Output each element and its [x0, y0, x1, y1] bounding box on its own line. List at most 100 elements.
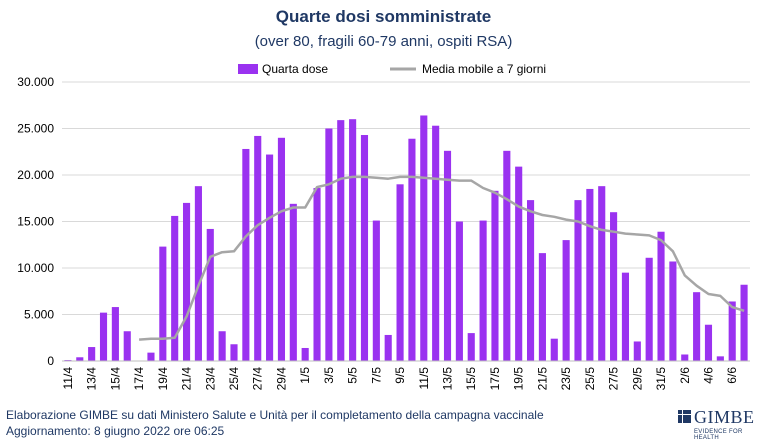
x-tick-label: 15/4 — [108, 367, 122, 391]
x-tick-label: 1/5 — [298, 367, 312, 384]
bar-2-6 — [681, 354, 689, 361]
bar-5-5 — [349, 119, 357, 361]
x-tick-label: 13/5 — [441, 367, 455, 391]
bar-21-5 — [538, 253, 546, 361]
x-tick-label: 11/4 — [61, 367, 75, 390]
bar-29-5 — [633, 341, 641, 361]
bar-14-5 — [455, 221, 463, 361]
bar-5-6 — [716, 356, 724, 361]
bar-25-5 — [586, 188, 594, 361]
bar-17-5 — [491, 190, 499, 361]
y-tick-label: 30.000 — [17, 75, 54, 89]
y-tick-label: 15.000 — [17, 215, 54, 229]
x-tick-label: 3/5 — [322, 367, 336, 384]
y-tick-label: 5.000 — [24, 308, 54, 322]
bar-15-5 — [467, 333, 475, 361]
x-tick-label: 5/5 — [346, 367, 360, 384]
bar-11-5 — [420, 115, 428, 361]
x-tick-label: 31/5 — [654, 367, 668, 391]
x-tick-label: 27/5 — [607, 367, 621, 391]
bar-19-4 — [159, 246, 167, 361]
x-tick-label: 29/4 — [274, 367, 288, 391]
bar-7-6 — [740, 284, 748, 361]
legend-swatch-bar — [238, 64, 258, 74]
bar-23-4 — [206, 228, 214, 361]
x-tick-label: 19/4 — [156, 367, 170, 391]
bar-line-chart: 0 5.000 10.000 15.000 20.000 25.000 30.000 11/… — [17, 62, 750, 391]
x-tick-label: 19/5 — [512, 367, 526, 391]
bar-14-4 — [99, 312, 108, 361]
source-note: Elaborazione GIMBE su dati Ministero Sal… — [6, 408, 544, 422]
bar-28-5 — [621, 272, 630, 361]
x-tick-label: 21/5 — [535, 367, 549, 391]
y-axis: 0 5.000 10.000 15.000 20.000 25.000 30.000 — [17, 75, 54, 368]
x-tick-label: 23/5 — [559, 367, 573, 391]
x-tick-label: 27/4 — [251, 367, 265, 391]
bar-27-5 — [610, 212, 618, 361]
bar-8-5 — [384, 334, 392, 361]
chart-subtitle: (over 80, fragili 60-79 anni, ospiti RSA… — [254, 33, 513, 50]
x-tick-label: 17/4 — [132, 367, 146, 391]
bar-10-5 — [408, 138, 416, 361]
bar-3-5 — [325, 128, 333, 361]
bar-26-5 — [598, 186, 606, 361]
x-tick-label: 9/5 — [393, 367, 407, 384]
bar-22-5 — [550, 338, 558, 361]
legend: Quarta dose Media mobile a 7 giorni — [238, 62, 546, 76]
bar-22-4 — [194, 186, 202, 361]
bar-30-4 — [289, 203, 297, 361]
bar-13-5 — [443, 150, 452, 361]
bar-2-5 — [313, 188, 321, 361]
bar-28-4 — [266, 154, 274, 361]
gimbe-logo: GIMBE EVIDENCE FOR HEALTH — [676, 407, 762, 443]
bar-4-5 — [337, 120, 345, 361]
bar-7-5 — [372, 220, 380, 361]
bar-1-6 — [669, 261, 677, 361]
bar-23-5 — [562, 240, 570, 361]
bar-16-4 — [123, 331, 131, 361]
bar-1-5 — [301, 347, 309, 361]
x-tick-label: 2/6 — [678, 367, 692, 384]
footer: Elaborazione GIMBE su dati Ministero Sal… — [6, 407, 544, 439]
bar-13-4 — [88, 347, 96, 361]
x-tick-label: 25/5 — [583, 367, 597, 391]
update-note: Aggiornamento: 8 giugno 2022 ore 06:25 — [6, 424, 225, 438]
y-tick-label: 10.000 — [17, 261, 54, 275]
bar-26-4 — [242, 148, 250, 361]
bar-series — [64, 115, 748, 362]
bar-21-4 — [182, 202, 191, 361]
bar-27-4 — [254, 135, 262, 361]
x-axis: 11/4 13/4 15/4 17/4 19/4 21/4 23/4 25/4 27/4 29/4… — [61, 360, 750, 391]
bar-24-5 — [574, 200, 582, 361]
bar-3-6 — [693, 292, 701, 361]
x-tick-label: 7/5 — [369, 367, 383, 384]
bar-30-5 — [645, 257, 653, 361]
logo-mark-icon — [678, 410, 691, 423]
x-tick-label: 13/4 — [85, 367, 99, 391]
x-tick-label: 17/5 — [488, 367, 502, 391]
y-tick-label: 0 — [47, 354, 54, 368]
bar-31-5 — [657, 231, 665, 361]
x-tick-label: 29/5 — [630, 367, 644, 391]
chart-title: Quarte dosi somministrate — [275, 7, 492, 26]
moving-average-line — [139, 175, 745, 341]
moving-average-series — [139, 175, 745, 341]
bar-4-6 — [704, 324, 713, 361]
bar-15-4 — [111, 307, 119, 361]
x-tick-label: 4/6 — [701, 367, 715, 384]
x-tick-label: 21/4 — [180, 367, 194, 391]
bar-18-4 — [147, 352, 155, 361]
logo-tagline: EVIDENCE FOR HEALTH — [694, 429, 743, 441]
legend-label-bar: Quarta dose — [262, 62, 328, 76]
bar-12-4 — [76, 357, 84, 361]
x-tick-label: 15/5 — [464, 367, 478, 391]
bar-25-4 — [230, 344, 238, 361]
y-tick-label: 25.000 — [17, 122, 54, 136]
bar-19-5 — [515, 166, 523, 361]
logo-word: GIMBE — [694, 407, 755, 427]
bar-24-4 — [218, 331, 226, 361]
bar-6-5 — [360, 135, 369, 361]
bar-20-5 — [526, 200, 535, 361]
x-tick-label: 11/5 — [417, 367, 431, 390]
x-tick-label: 6/6 — [725, 367, 739, 384]
